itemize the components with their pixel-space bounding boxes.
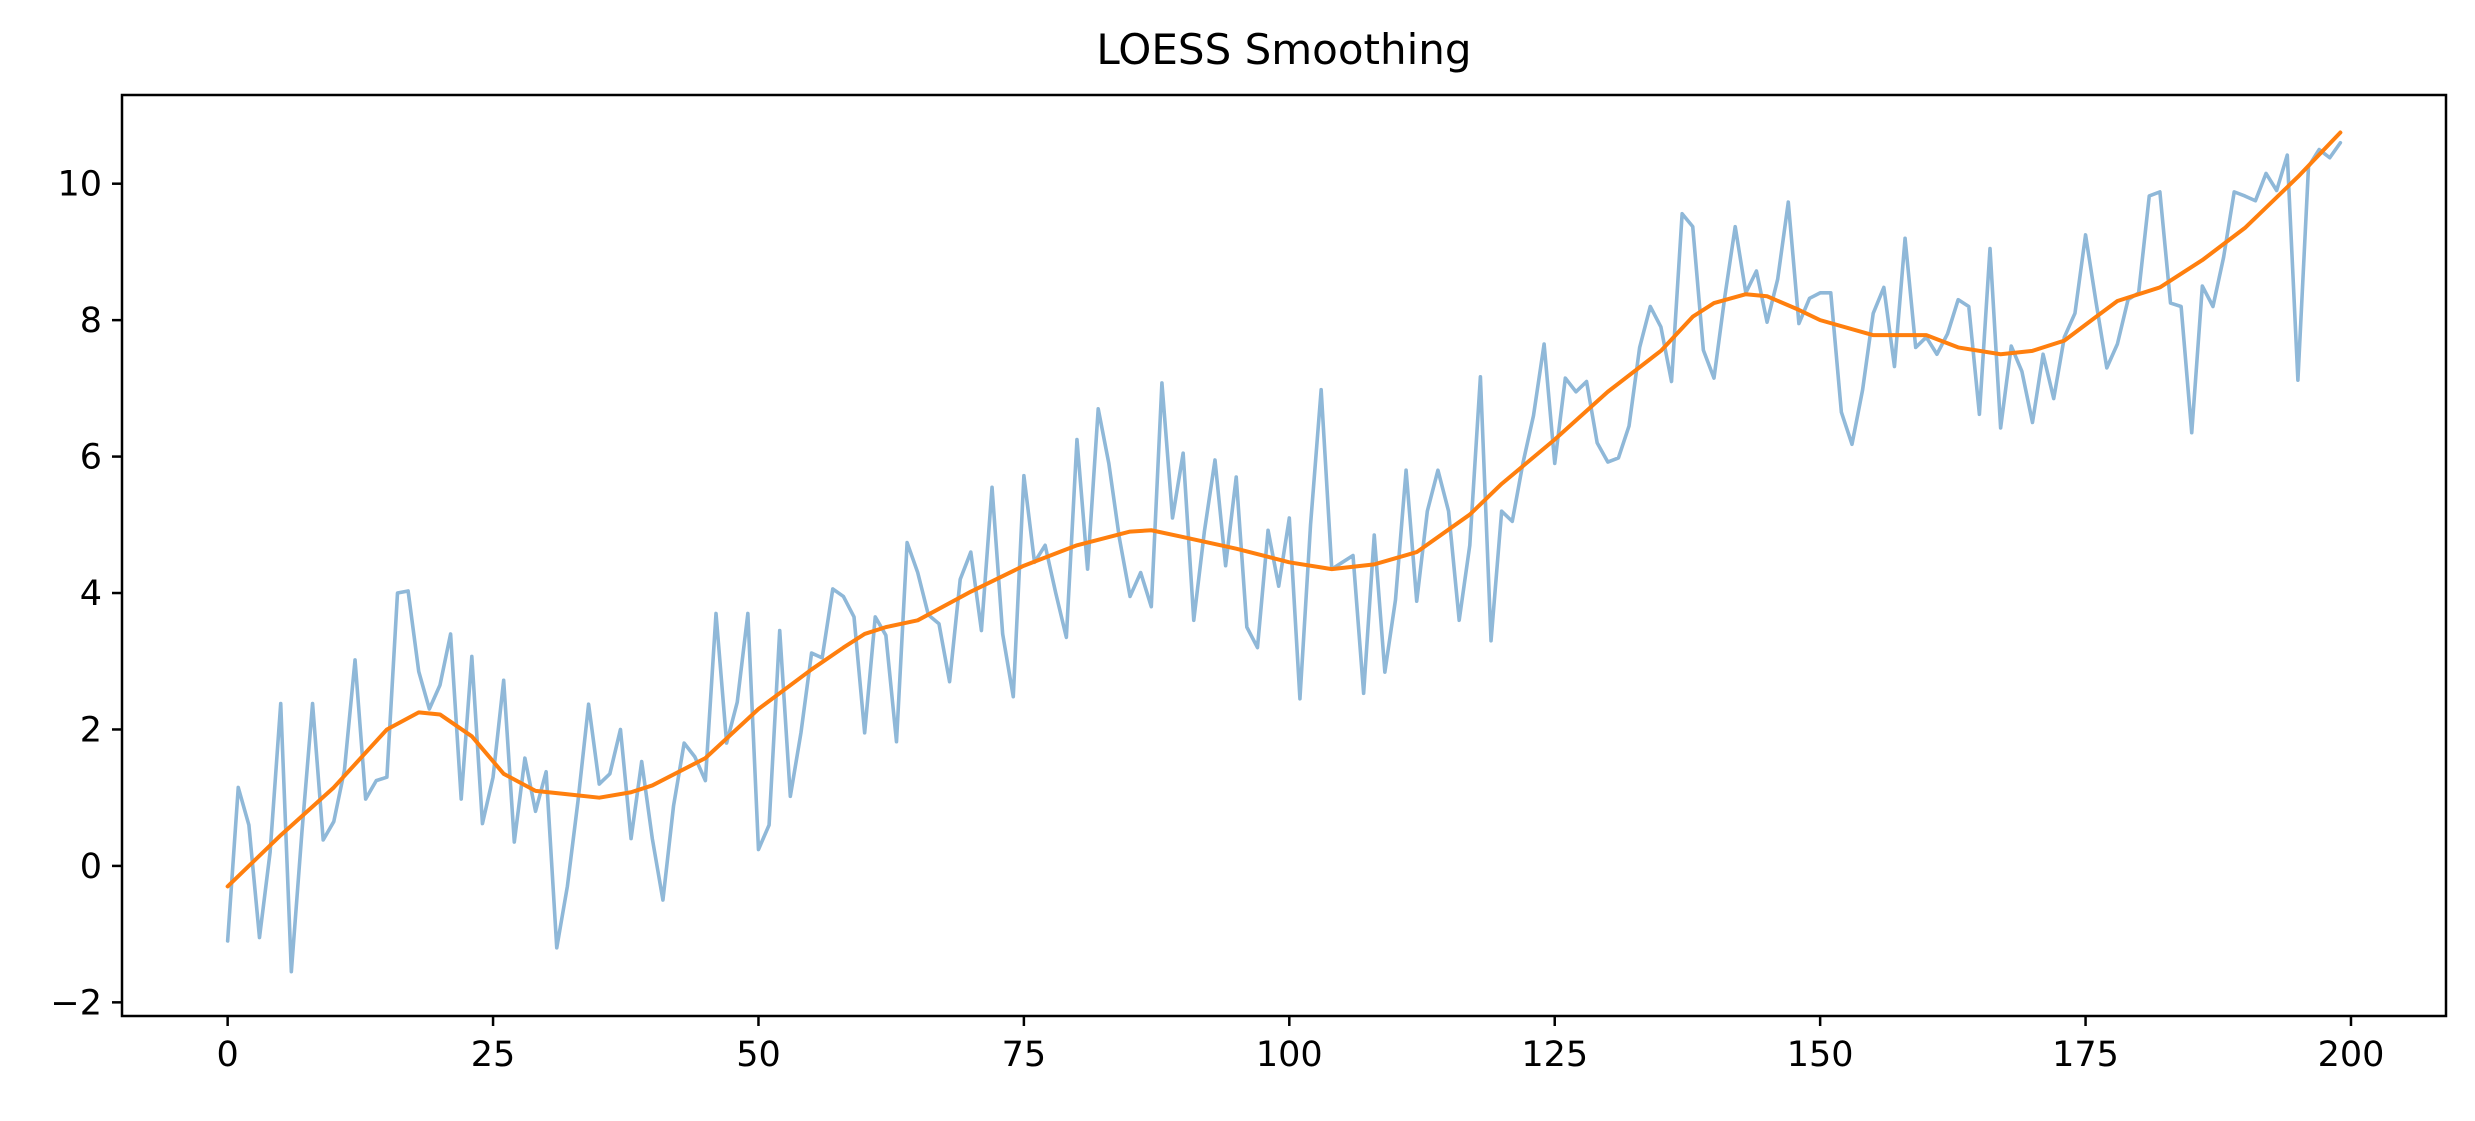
x-tick-label: 50 xyxy=(736,1035,781,1075)
x-axis: 0 25 50 75 100 125 150 175 200 xyxy=(216,1016,2384,1075)
y-tick-label: 6 xyxy=(80,438,102,478)
x-tick-label: 200 xyxy=(2318,1035,2385,1075)
series-layer xyxy=(225,130,2343,974)
chart-title: LOESS Smoothing xyxy=(1096,25,1471,74)
series-line-raw-data xyxy=(225,140,2343,974)
x-tick-label: 0 xyxy=(216,1035,238,1075)
plot-area-frame xyxy=(120,93,2448,1018)
series-line-loess-smoothed xyxy=(225,130,2343,889)
y-tick-label: 0 xyxy=(80,847,102,887)
x-tick-label: 175 xyxy=(2052,1035,2119,1075)
y-tick-label: 2 xyxy=(80,710,102,750)
y-tick-label: −2 xyxy=(50,983,102,1023)
y-axis: −2 0 2 4 6 8 10 xyxy=(50,165,122,1023)
x-tick-label: 125 xyxy=(1521,1035,1588,1075)
x-tick-label: 100 xyxy=(1256,1035,1323,1075)
y-tick-label: 10 xyxy=(57,165,102,205)
y-tick-label: 4 xyxy=(80,574,102,614)
y-tick-label: 8 xyxy=(80,301,102,341)
x-tick-label: 150 xyxy=(1787,1035,1854,1075)
x-tick-label: 75 xyxy=(1002,1035,1047,1075)
x-tick-label: 25 xyxy=(471,1035,516,1075)
